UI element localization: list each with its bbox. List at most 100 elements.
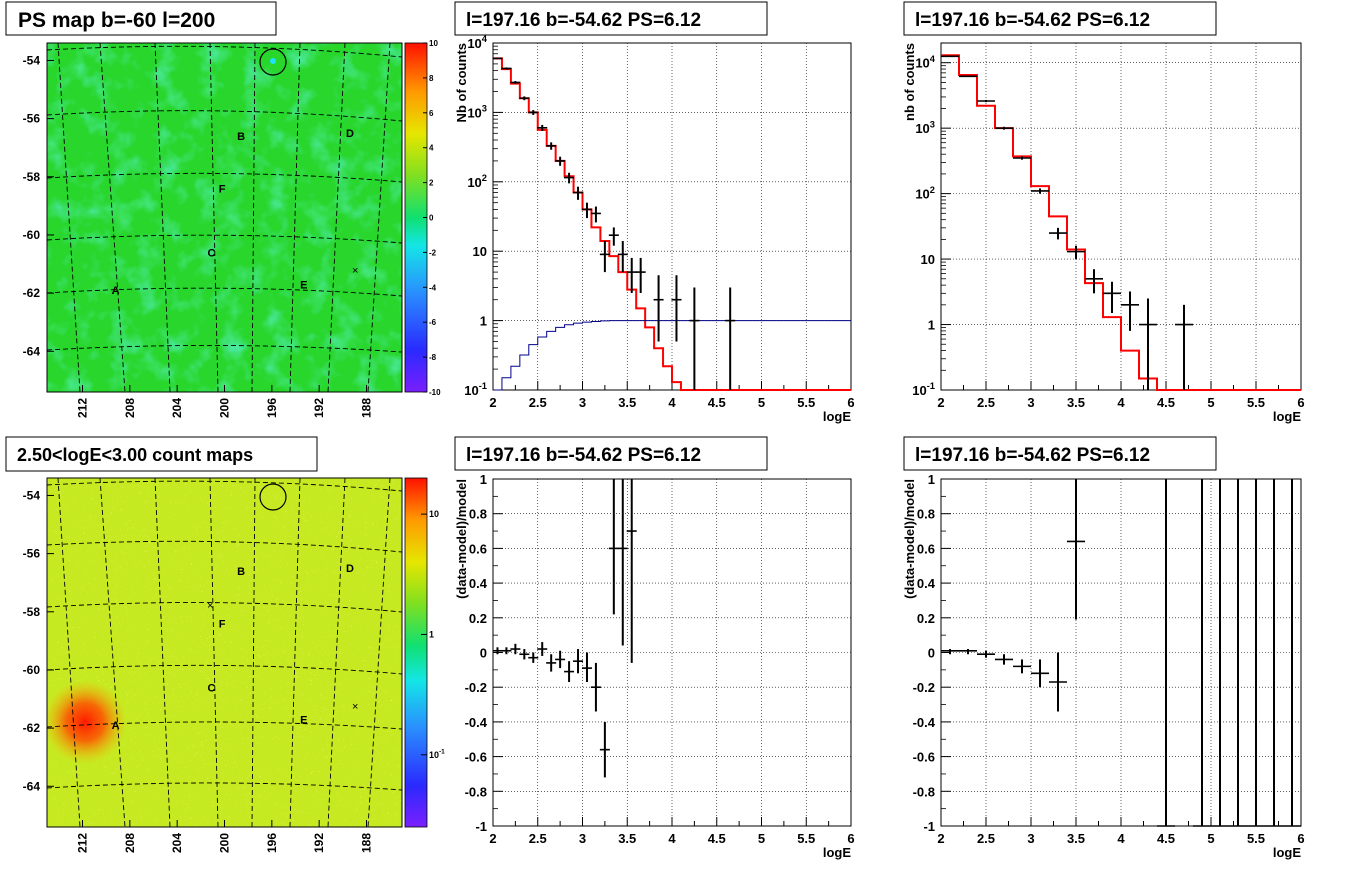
plot-title-box [454,436,768,471]
y-tick-label: 0.2 [469,611,487,626]
x-tick-label: 3.5 [1067,831,1085,846]
plot-title-box [903,1,1217,36]
y-tick-label: -0.6 [913,750,935,765]
y-tick-label: 10 [921,252,935,267]
y-tick-label: -0.2 [913,680,935,695]
y-tick-label: -1 [475,819,487,834]
x-tick-label: 6 [847,831,854,846]
plot-title-box [903,436,1217,471]
y-tick-label: 103 [467,104,487,121]
y-tick-label: 0.4 [917,576,936,591]
x-axis-label: logE [1273,845,1301,860]
x-axis-label: logE [823,845,851,860]
y-tick-label: 10-1 [912,381,935,398]
y-tick-label: -1 [923,819,935,834]
data-points [492,479,637,778]
y-tick-label: 0.6 [469,541,487,556]
colorbar-tick-label: 8 [429,74,434,83]
x-tick-label: 204 [170,398,184,418]
ps-map-graticule [47,43,402,392]
count-map-image: × × [47,478,402,827]
y-tick-label: -64 [23,344,41,358]
colorbar-tick-label: 2 [429,179,434,188]
plot-title: l=197.16 b=-54.62 PS=6.12 [466,10,701,31]
colorbar-tick-label: -2 [429,248,437,257]
x-axis-label: logE [1273,409,1301,424]
count-map-y-ticks: -54 -56 -58 -60 -62 -64 [23,488,54,793]
residual-panel-1: l=197.16 b=-54.62 PS=6.12 2 2.5 3 3.5 4 4.5 5 5.… [454,436,855,860]
y-tick-label: 104 [915,54,935,71]
plot-title: l=197.16 b=-54.62 PS=6.12 [915,10,1150,31]
x-tick-label: 4 [1117,831,1125,846]
count-map-source-labels: A B C D E F [112,563,354,732]
x-tick-label: 200 [218,833,232,853]
plot-title-box [454,1,768,36]
y-tick-label: -58 [23,170,41,184]
ps-map-title: PS map b=-60 l=200 [18,9,215,32]
x-tick-label: 4.5 [708,831,726,846]
model-step-line [941,54,1301,391]
y-tick-label: 1 [480,472,487,487]
x-tick-label: 188 [360,398,374,418]
y-axis-label: Nb of counts [454,43,469,122]
source-label-a: A [112,720,120,732]
count-map-panel: 2.50<logE<3.00 count maps [5,436,445,853]
source-label-f: F [219,618,226,630]
count-map-x-ticks: 212 208 204 200 196 192 188 [76,820,374,853]
y-axis-label: nb of counts [902,43,917,121]
data-points [941,55,1193,390]
x-tick-label: 212 [76,398,90,418]
y-tick-label: 102 [467,173,487,190]
colorbar-tick-label: 1 [429,629,434,639]
y-tick-label: -56 [23,547,41,561]
x-tick-label: 2 [937,831,944,846]
x-tick-label: 4 [668,831,676,846]
background-step-line [493,320,851,391]
y-tick-label: 0 [928,646,935,661]
data-points [492,57,736,390]
y-axis-label: (data-model)/model [902,479,917,599]
y-tick-label: 1 [928,318,935,333]
y-tick-label: -0.8 [913,784,935,799]
y-axis: -1 -0.8 -0.6 -0.4 -0.2 0 0.2 0.4 0.6 0.8 1 (data-mo… [454,472,851,834]
y-tick-label: -0.6 [465,750,487,765]
ps-map-colorbar-ticks: 10 8 6 4 2 0 -2 -4 -6 -8 -10 [423,39,441,397]
x-tick-label: 4 [1117,395,1125,410]
ps-map-y-ticks: -54 -56 -58 -60 -62 -64 [23,53,54,358]
colorbar-tick-label: 10-1 [429,749,445,760]
x-tick-label: 3 [1027,831,1034,846]
x-tick-label: 2.5 [977,395,995,410]
source-label-f: F [219,183,226,195]
y-tick-label: 0 [480,646,487,661]
x-tick-label: 6 [1297,831,1304,846]
y-tick-label: -56 [23,112,41,126]
x-tick-label: 5 [758,395,765,410]
x-tick-label: 5 [1207,395,1214,410]
y-tick-label: -54 [23,53,41,67]
y-tick-label: 102 [915,185,935,202]
colorbar-tick-label: -8 [429,353,437,362]
x-tick-label: 196 [265,833,279,853]
y-tick-label: 0.6 [917,541,935,556]
x-axis-label: logE [823,409,851,424]
x-tick-label: 208 [123,833,137,853]
source-label-c: C [208,682,216,694]
y-tick-label: 10 [473,244,487,259]
y-tick-label: 10-1 [464,381,487,398]
colorbar-tick-label: -6 [429,318,437,327]
x-tick-label: 6 [1297,395,1304,410]
count-map-colorbar [404,477,428,828]
x-tick-label: 5.5 [797,395,815,410]
colorbar-tick-label: 10 [429,509,439,519]
colorbar-tick-label: -10 [429,388,441,397]
y-tick-label: -60 [23,663,41,677]
colorbar-tick-label: 0 [429,214,434,223]
x-tick-label: 4 [668,395,676,410]
x-tick-label: 4.5 [1157,395,1175,410]
y-tick-label: -62 [23,286,41,300]
x-tick-label: 5.5 [797,831,815,846]
colorbar-tick-label: 10 [429,39,438,48]
x-tick-label: 6 [847,395,854,410]
